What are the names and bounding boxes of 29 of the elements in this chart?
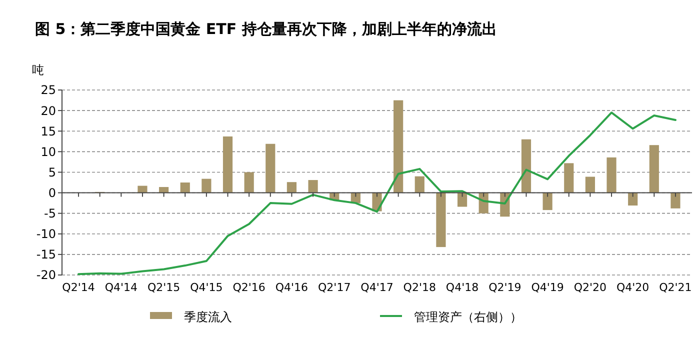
x-tick-label: Q4'18	[446, 281, 479, 294]
y-tick-label: 0	[48, 186, 56, 200]
legend-label: 季度流入	[184, 310, 232, 324]
x-tick-label: Q2'17	[318, 281, 351, 294]
x-tick-label: Q4'17	[360, 281, 394, 294]
x-tick-label: Q4'19	[531, 281, 564, 294]
y-tick-label: -5	[44, 206, 56, 221]
x-tick-label: Q2'20	[574, 281, 607, 294]
x-tick-label: Q4'20	[616, 281, 650, 294]
legend-label: 管理资产（右侧））	[414, 310, 522, 324]
x-tick-label: Q4'16	[275, 281, 308, 294]
x-tick-label: Q2'15	[147, 281, 180, 294]
y-tick-label: 15	[40, 124, 56, 138]
x-tick-label: Q4'14	[104, 281, 138, 294]
chart-title: 图 5：第二季度中国黄金 ETF 持仓量再次下降，加剧上半年的净流出	[35, 20, 497, 38]
y-tick-label: 20	[40, 104, 56, 118]
x-tick-label: Q2'19	[488, 281, 522, 294]
x-tick-label: Q2'16	[232, 281, 266, 294]
x-tick-label: Q4'15	[190, 281, 223, 294]
y-tick-label: -10	[36, 227, 56, 242]
y-tick-label: 5	[48, 165, 56, 180]
y-tick-label: -15	[36, 248, 56, 262]
y-tick-label: 10	[40, 144, 56, 159]
y-tick-label: -20	[36, 268, 56, 282]
y-axis-title: 吨	[32, 63, 44, 77]
x-tick-label: Q2'18	[403, 281, 436, 294]
y-tick-label: 25	[40, 83, 56, 98]
x-tick-label: Q2'21	[659, 281, 692, 294]
x-tick-label: Q2'14	[62, 281, 95, 294]
